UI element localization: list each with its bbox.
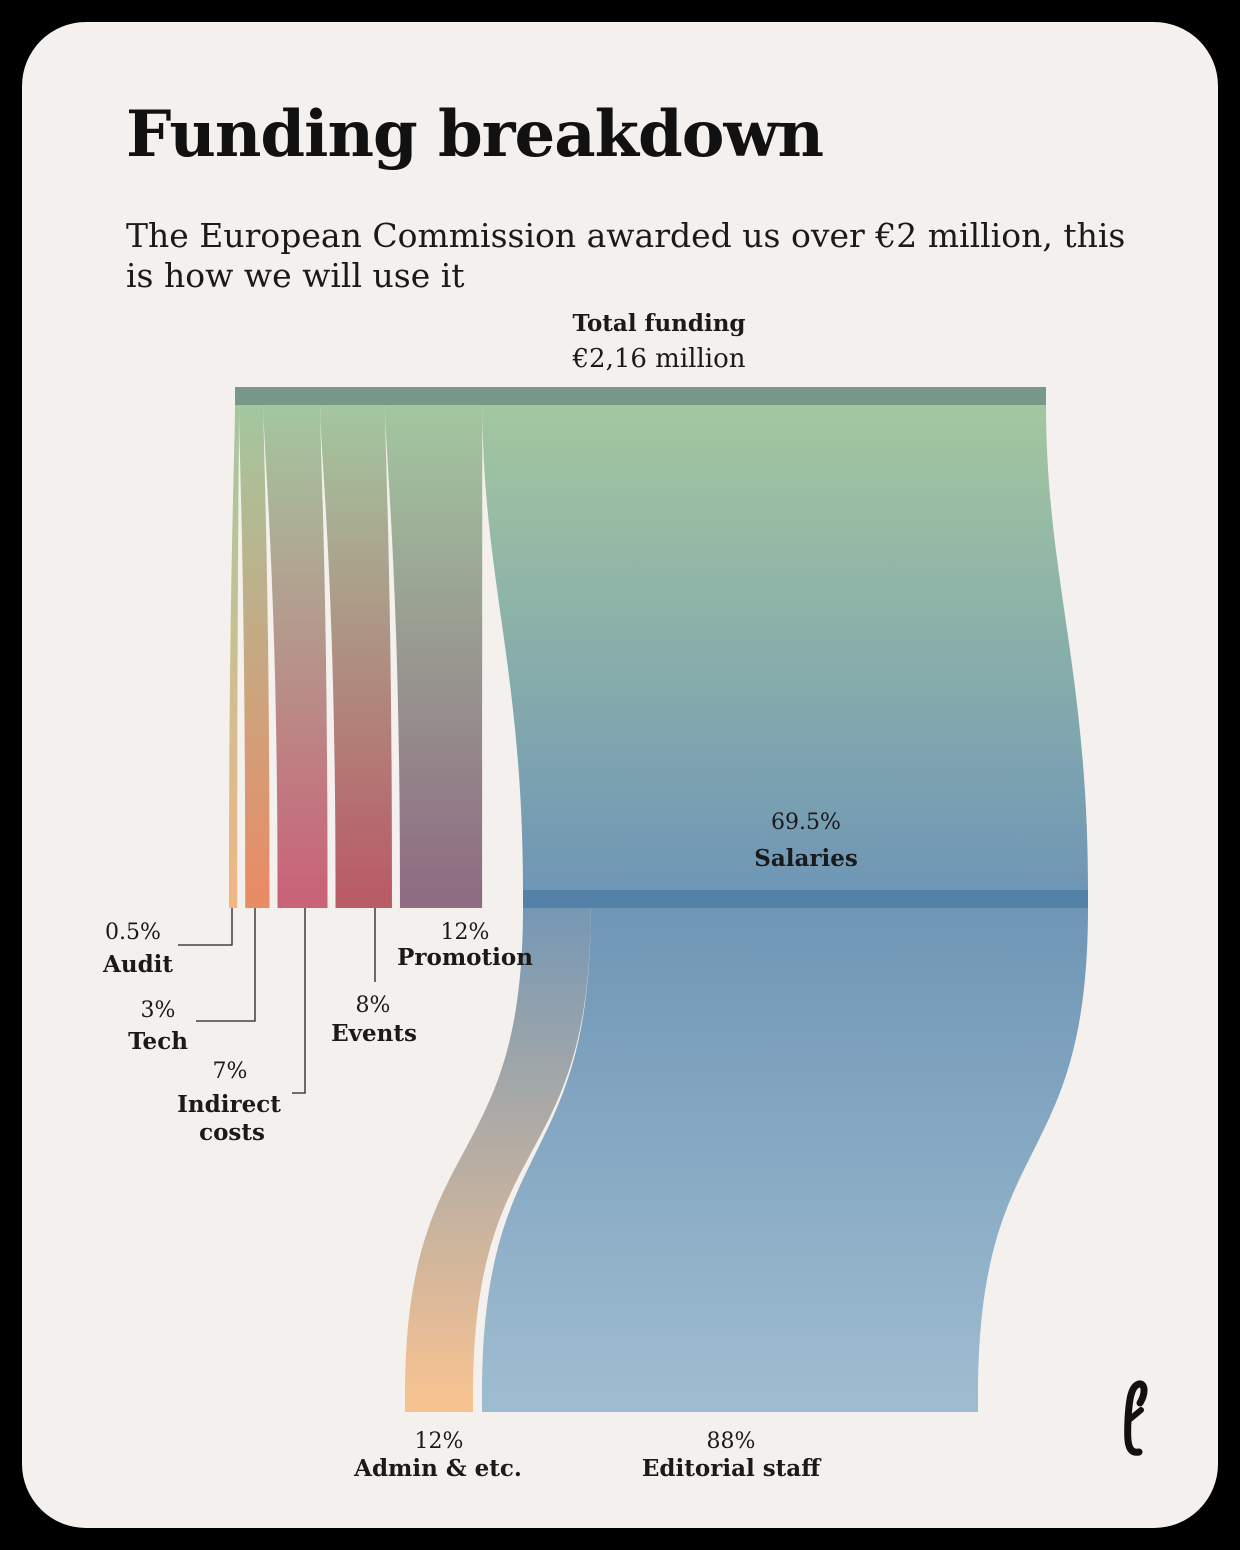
node-events	[335, 890, 392, 908]
flow-tech	[239, 405, 270, 890]
admin-label: Admin & etc.	[353, 1455, 522, 1482]
flow-indirect-costs	[263, 405, 328, 890]
node-salaries	[523, 890, 1088, 908]
leader-line-audit	[178, 908, 233, 946]
leader-line-indirect-costs	[292, 908, 306, 1094]
flow-events	[320, 405, 392, 890]
admin-percent: 12%	[415, 1429, 464, 1454]
tech-label: Tech	[128, 1028, 188, 1055]
events-label: Events	[331, 1020, 417, 1047]
total-funding-label: Total funding	[572, 310, 745, 337]
flow-audit	[229, 405, 240, 890]
indirect-costs-percent: 7%	[213, 1059, 248, 1084]
editorial-staff-label: Editorial staff	[642, 1455, 822, 1482]
chart-title: Funding breakdown	[126, 97, 824, 172]
total-funding-bar	[235, 387, 1046, 405]
flow-promotion	[385, 405, 483, 890]
node-tech	[245, 890, 270, 908]
audit-label: Audit	[102, 951, 173, 978]
flow-admin	[405, 908, 591, 1395]
events-percent: 8%	[356, 993, 391, 1018]
indirect-costs-label-line-1: Indirect	[177, 1091, 281, 1118]
leader-line-tech	[196, 908, 256, 1022]
node-admin	[405, 1395, 473, 1412]
flow-editorial-staff	[482, 908, 1088, 1395]
node-editorial-staff	[482, 1395, 978, 1412]
promotion-percent: 12%	[441, 920, 490, 945]
node-indirect-costs	[277, 890, 328, 908]
total-funding-value: €2,16 million	[571, 344, 745, 374]
audit-percent: 0.5%	[105, 920, 161, 945]
promotion-label: Promotion	[397, 944, 533, 971]
e-logo-icon	[1124, 1380, 1148, 1456]
editorial-staff-percent: 88%	[707, 1429, 756, 1454]
chart-subtitle: The European Commission awarded us over …	[126, 216, 1126, 295]
salaries-percent: 69.5%	[771, 810, 841, 835]
node-audit	[229, 890, 238, 908]
indirect-costs-label-line-2: costs	[199, 1119, 265, 1146]
salaries-label: Salaries	[754, 845, 858, 872]
flow-salaries	[482, 405, 1089, 890]
node-promotion	[399, 890, 483, 908]
tech-percent: 3%	[141, 998, 176, 1023]
